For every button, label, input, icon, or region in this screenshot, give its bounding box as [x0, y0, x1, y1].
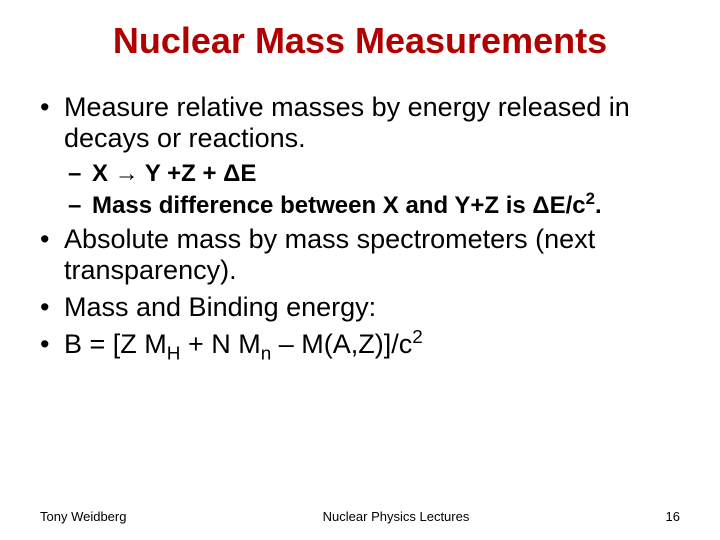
bullet-lvl1: Mass and Binding energy:: [40, 292, 680, 323]
bullet-lvl1: Measure relative masses by energy releas…: [40, 92, 680, 154]
slide-title: Nuclear Mass Measurements: [40, 20, 680, 62]
bullet-lvl2: Mass difference between X and Y+Z is ΔE/…: [68, 192, 680, 220]
footer-page-number: 16: [666, 509, 680, 524]
slide: Nuclear Mass Measurements Measure relati…: [0, 0, 720, 540]
footer: Tony Weidberg Nuclear Physics Lectures 1…: [0, 509, 720, 524]
bullet-lvl1: Absolute mass by mass spectrometers (nex…: [40, 224, 680, 286]
footer-course: Nuclear Physics Lectures: [323, 509, 470, 524]
bullet-list: Measure relative masses by energy releas…: [40, 92, 680, 360]
footer-author: Tony Weidberg: [40, 509, 126, 524]
bullet-lvl1: B = [Z MH + N Mn – M(A,Z)]/c2: [40, 329, 680, 360]
bullet-lvl2: X → Y +Z + ΔE: [68, 160, 680, 188]
